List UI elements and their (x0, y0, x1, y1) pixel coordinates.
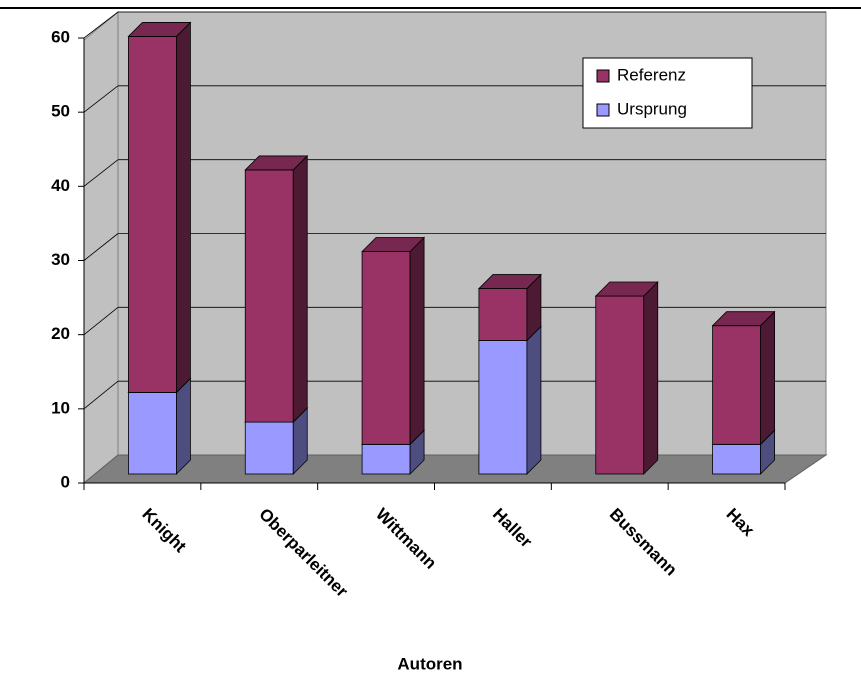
bar-front (595, 295, 645, 475)
y-tick-label: 20 (51, 324, 70, 343)
grid (83, 11, 826, 410)
bar-side (760, 310, 775, 446)
y-tick-label: 30 (51, 250, 70, 269)
bar-side (292, 154, 308, 424)
y-tick-label: 10 (51, 398, 70, 417)
bar-front (128, 36, 177, 393)
grid-line-side (83, 85, 119, 113)
bar-front (128, 392, 177, 475)
bar-front (361, 443, 411, 475)
bar-side (526, 325, 542, 475)
bar-top (244, 155, 309, 171)
bar-front (361, 251, 411, 445)
bar-front (712, 325, 761, 445)
x-tick-label: Hax (723, 505, 759, 541)
legend-swatch (596, 103, 610, 117)
legend-swatch (596, 69, 610, 83)
bar-side (409, 236, 425, 446)
bar-top (477, 274, 542, 289)
grid-line-side (83, 380, 119, 410)
y-tick-label: 0 (61, 472, 70, 491)
y-tick-label: 50 (51, 102, 70, 121)
y-tick-label: 40 (51, 176, 70, 195)
grid-line-side (83, 159, 119, 187)
bar-top (594, 281, 659, 297)
bar-front (478, 288, 528, 341)
bar-top (711, 311, 776, 327)
grid-line-side (83, 307, 119, 335)
bar-front (244, 421, 294, 475)
bar-front (244, 169, 294, 423)
bar-side (176, 377, 191, 475)
x-tick-label: Knight (138, 505, 190, 557)
x-axis-title: Autoren (397, 654, 462, 673)
legend-label: Referenz (617, 65, 686, 84)
bar-side (643, 281, 659, 475)
bars (127, 21, 776, 475)
legend (582, 57, 753, 129)
grid-line-side (83, 11, 119, 39)
legend-items: Referenz Ursprung (596, 65, 687, 118)
bar-front (712, 443, 761, 475)
x-tick-label: Wittmann (372, 505, 440, 573)
grid-line-side (83, 233, 119, 261)
bar-top (127, 22, 192, 37)
x-tick-label: Bussmann (606, 505, 681, 580)
bar-top (361, 237, 426, 252)
bar-front (478, 340, 528, 475)
x-tick-label: Haller (489, 505, 536, 552)
bar-side (176, 21, 191, 394)
legend-label: Ursprung (617, 99, 687, 118)
x-tick-label: Oberparleitner (255, 505, 352, 602)
y-tick-label: 60 (51, 27, 70, 46)
